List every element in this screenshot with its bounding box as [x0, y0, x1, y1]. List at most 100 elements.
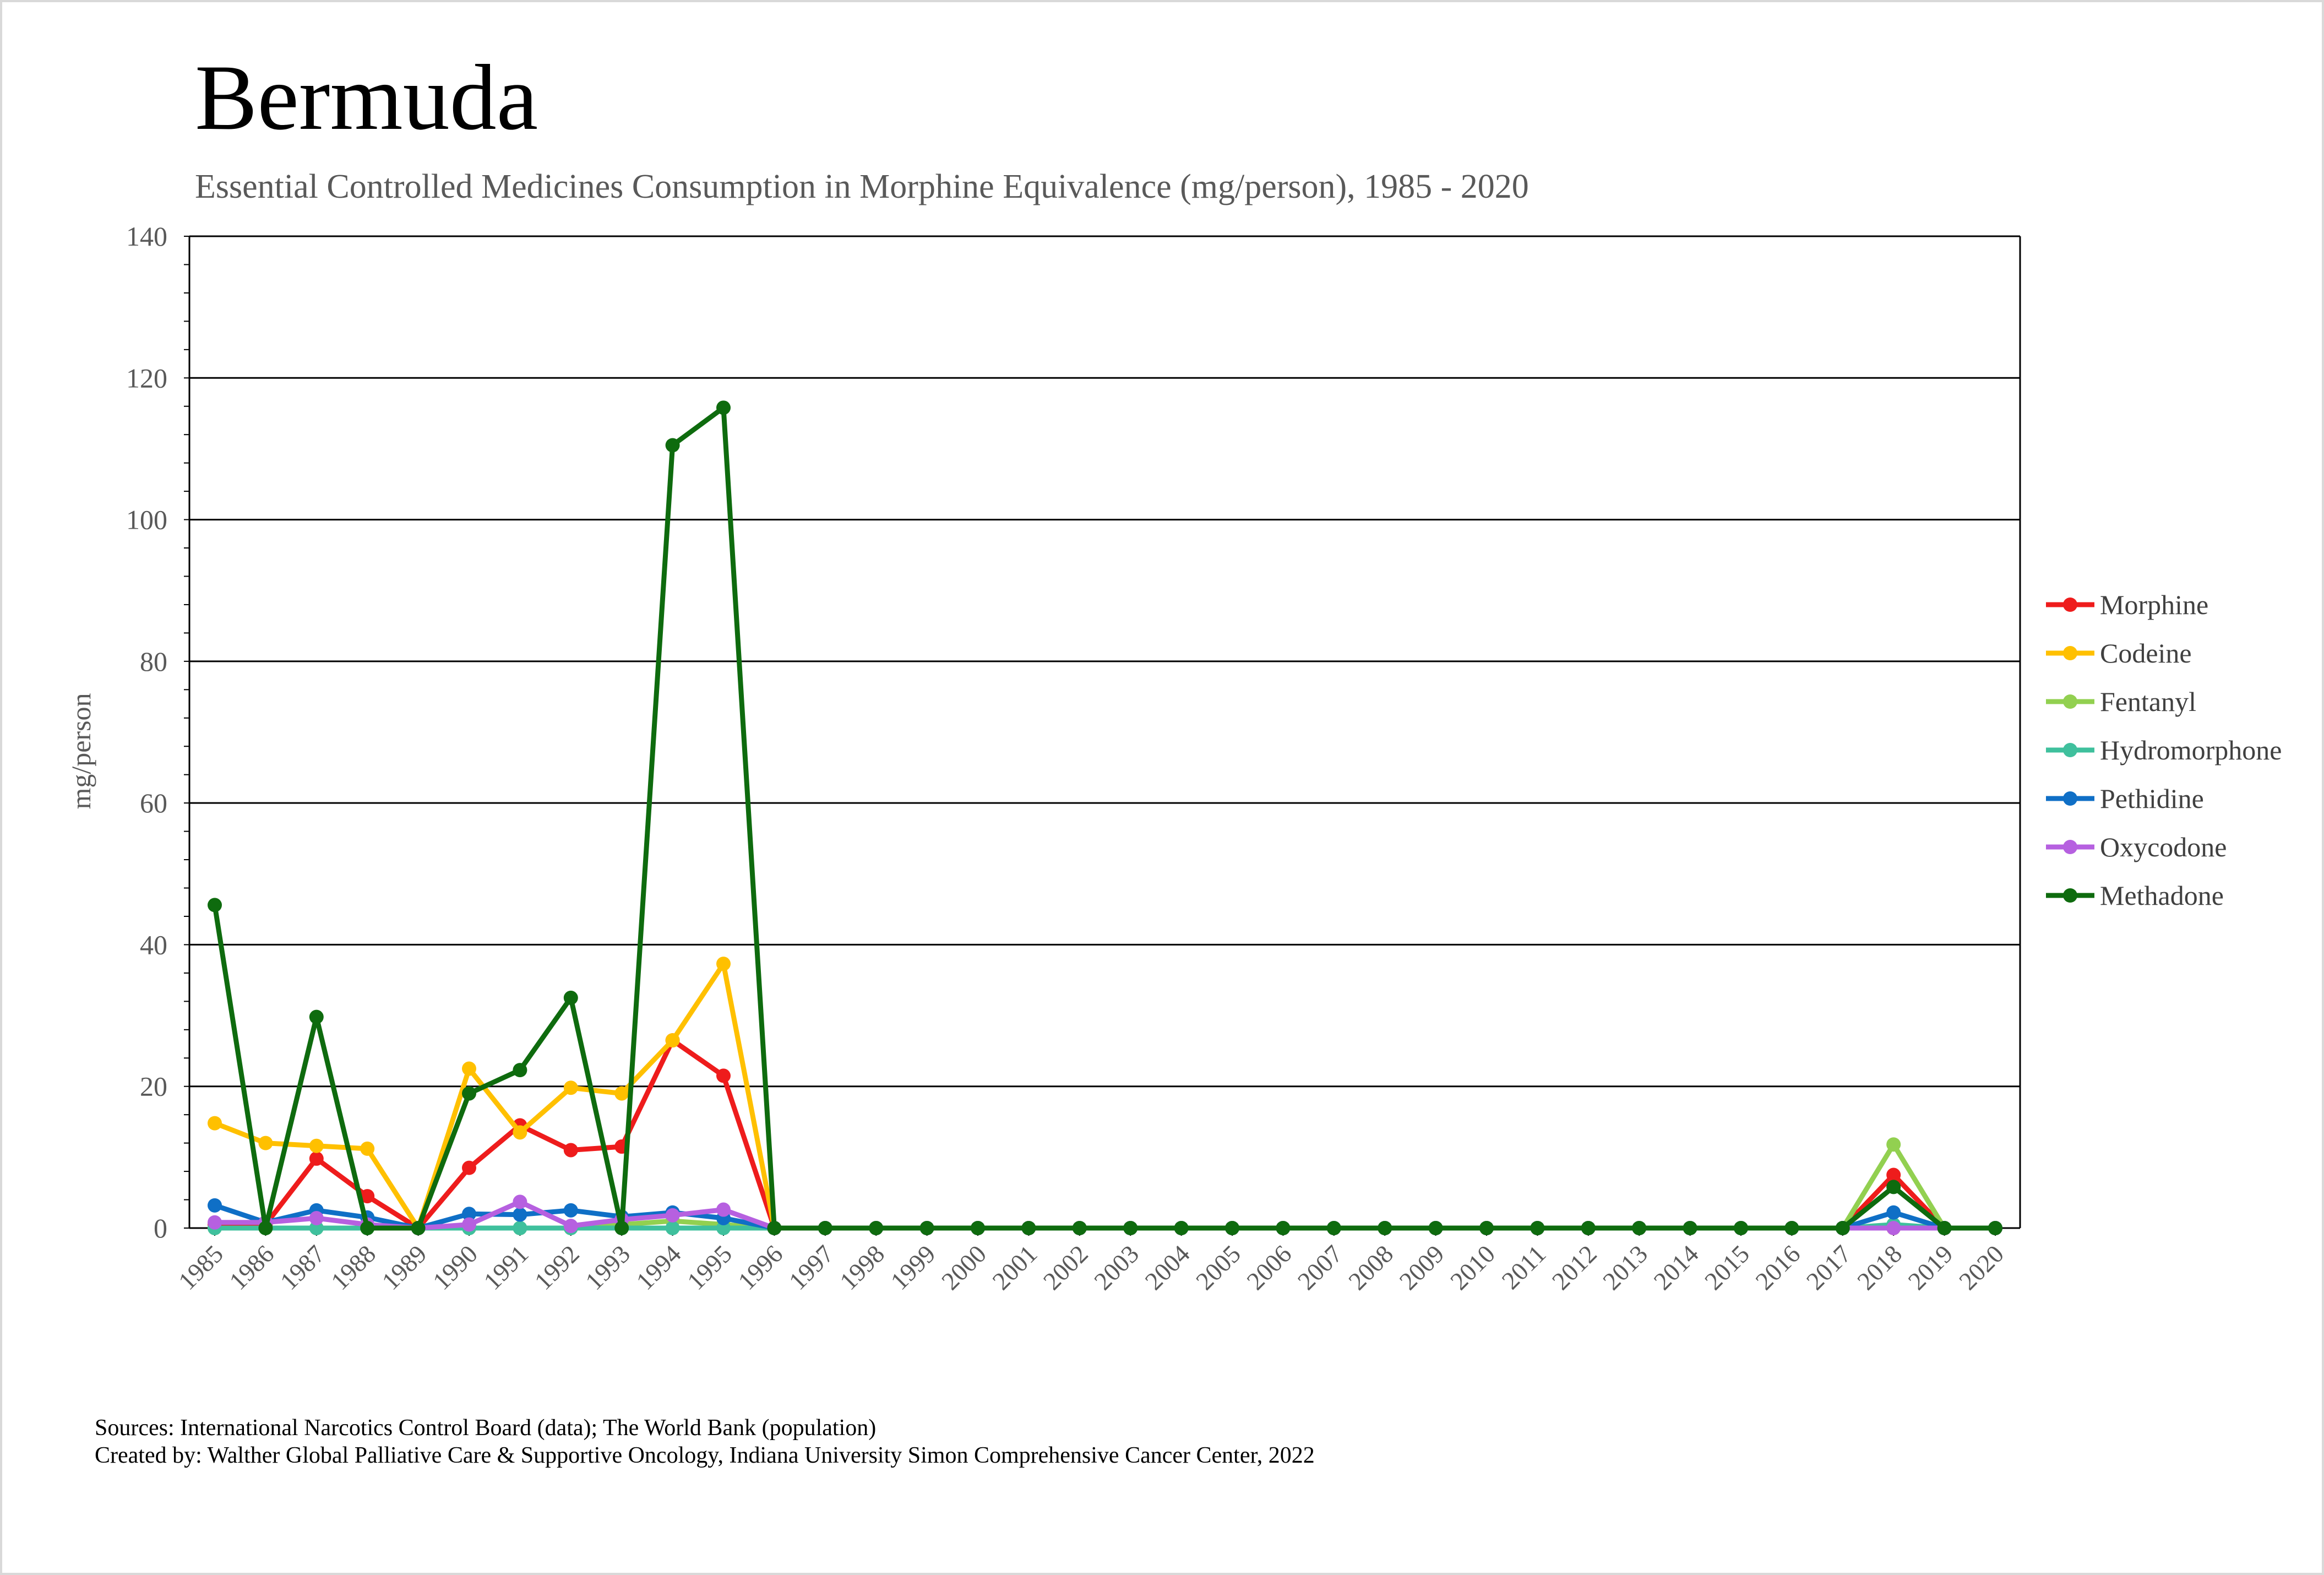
data-point-methadone: [1072, 1221, 1087, 1235]
x-tick-label: 2014: [1648, 1240, 1704, 1295]
gridlines: [189, 235, 2020, 1088]
y-tick-label: 40: [140, 929, 167, 960]
data-point-methadone: [411, 1221, 426, 1235]
data-point-methadone: [1428, 1221, 1443, 1235]
data-point-methadone: [258, 1221, 273, 1235]
legend-label-methadone: Methadone: [2100, 880, 2224, 911]
x-tick-label: 1999: [885, 1240, 941, 1295]
x-tick-label: 1985: [173, 1240, 228, 1295]
x-tick-label: 2002: [1038, 1240, 1093, 1295]
data-point-pethidine: [462, 1207, 476, 1221]
x-tick-label: 2005: [1190, 1240, 1246, 1295]
y-tick-label: 140: [126, 221, 167, 252]
legend-marker-pethidine: [2063, 791, 2077, 806]
data-point-methadone: [1326, 1221, 1341, 1235]
data-point-fentanyl: [1886, 1137, 1901, 1152]
x-tick-label: 2008: [1343, 1240, 1398, 1295]
x-tick-label: 2010: [1445, 1240, 1500, 1295]
data-point-codeine: [360, 1141, 375, 1156]
data-point-methadone: [1683, 1221, 1697, 1235]
y-tick-label: 0: [154, 1213, 167, 1243]
legend-marker-methadone: [2063, 888, 2077, 903]
data-point-morphine: [462, 1160, 476, 1175]
x-tick-label: 2015: [1699, 1240, 1755, 1295]
x-tick-label: 2013: [1597, 1240, 1653, 1295]
data-point-methadone: [1225, 1221, 1239, 1235]
data-point-codeine: [665, 1033, 680, 1048]
x-tick-label: 1990: [427, 1240, 483, 1295]
data-point-oxycodone: [309, 1210, 324, 1225]
x-tick-label: 1995: [682, 1240, 737, 1295]
data-point-morphine: [309, 1151, 324, 1166]
x-tick-label: 1998: [834, 1240, 890, 1295]
data-point-methadone: [1479, 1221, 1494, 1235]
x-tick-label: 1994: [631, 1240, 687, 1295]
legend-marker-morphine: [2063, 598, 2077, 612]
x-tick-labels: 1985198619871988198919901991199219931994…: [173, 1240, 2009, 1295]
data-point-oxycodone: [208, 1215, 222, 1230]
legend-label-fentanyl: Fentanyl: [2100, 686, 2196, 717]
data-point-methadone: [971, 1221, 985, 1235]
x-tick-label: 2016: [1750, 1240, 1805, 1295]
data-point-codeine: [462, 1061, 476, 1076]
legend-label-oxycodone: Oxycodone: [2100, 832, 2227, 862]
legend-marker-oxycodone: [2063, 840, 2077, 854]
x-tick-label: 2003: [1088, 1240, 1144, 1295]
data-point-morphine: [716, 1068, 731, 1083]
x-tick-label: 2004: [1140, 1240, 1195, 1295]
legend-marker-codeine: [2063, 646, 2077, 660]
y-tick-label: 80: [140, 646, 167, 677]
legend: Morphine Codeine Fentanyl Hydromorphone Peth…: [2046, 589, 2282, 911]
series-line-morphine: [212, 1038, 1998, 1231]
legend-label-hydromorphone: Hydromorphone: [2100, 735, 2282, 765]
legend-label-morphine: Morphine: [2100, 589, 2208, 620]
data-point-methadone: [360, 1221, 375, 1235]
data-point-methadone: [869, 1221, 884, 1235]
created-by-note: Created by: Walther Global Palliative Ca…: [95, 1443, 1315, 1468]
data-point-codeine: [563, 1080, 578, 1095]
data-point-methadone: [665, 438, 680, 453]
y-tick-label: 20: [140, 1071, 167, 1102]
data-point-pethidine: [1886, 1205, 1901, 1220]
x-tick-label: 1997: [783, 1240, 839, 1295]
y-tick-label: 120: [126, 362, 167, 393]
data-point-methadone: [1988, 1221, 2002, 1235]
data-point-methadone: [1632, 1221, 1647, 1235]
data-series: [208, 400, 2002, 1235]
data-point-methadone: [309, 1009, 324, 1024]
data-point-oxycodone: [716, 1202, 731, 1217]
data-point-morphine: [360, 1189, 375, 1204]
x-tick-label: 2018: [1852, 1240, 1907, 1295]
data-point-oxycodone: [563, 1219, 578, 1234]
data-point-pethidine: [513, 1207, 527, 1222]
data-point-methadone: [513, 1063, 527, 1078]
data-point-codeine: [208, 1116, 222, 1131]
data-point-hydromorphone: [716, 1221, 731, 1235]
x-tick-label: 1986: [224, 1240, 279, 1295]
legend-marker-hydromorphone: [2063, 743, 2077, 757]
x-tick-label: 2009: [1394, 1240, 1450, 1295]
data-point-methadone: [1835, 1221, 1850, 1235]
chart-subtitle: Essential Controlled Medicines Consumpti…: [195, 168, 1529, 205]
data-point-methadone: [716, 400, 731, 415]
series-line-methadone: [212, 405, 1998, 1231]
data-point-methadone: [1734, 1221, 1748, 1235]
y-tick-label: 100: [126, 504, 167, 535]
data-point-methadone: [563, 990, 578, 1005]
data-point-pethidine: [208, 1198, 222, 1213]
data-point-morphine: [563, 1143, 578, 1158]
data-point-hydromorphone: [309, 1221, 324, 1235]
legend-label-pethidine: Pethidine: [2100, 783, 2204, 814]
x-tick-label: 2000: [936, 1240, 992, 1295]
data-point-methadone: [1378, 1221, 1392, 1235]
x-tick-label: 1996: [732, 1240, 788, 1295]
x-tick-label: 1987: [275, 1240, 330, 1295]
x-tick-label: 2011: [1496, 1240, 1552, 1295]
y-tick-labels: 0 20 40 60 80 100 120 140: [126, 221, 167, 1243]
data-point-codeine: [258, 1136, 273, 1150]
data-point-oxycodone: [462, 1217, 476, 1232]
x-tick-label: 2020: [1953, 1240, 2009, 1295]
data-point-hydromorphone: [665, 1221, 680, 1235]
